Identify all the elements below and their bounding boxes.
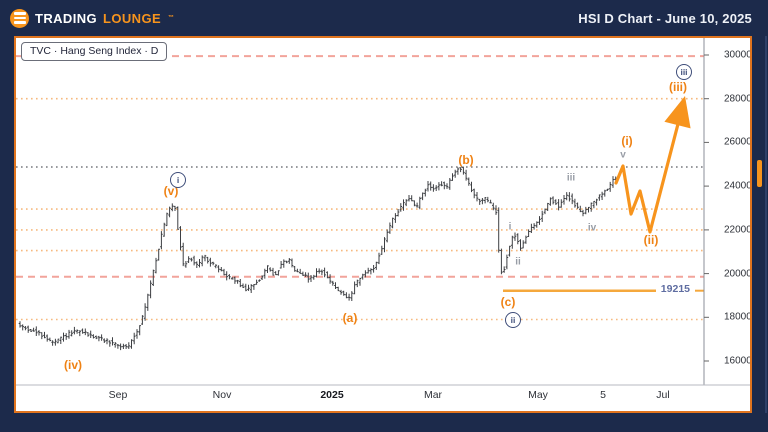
- price-axis[interactable]: [704, 38, 750, 385]
- tradinglounge-logo-icon: [10, 8, 29, 28]
- candlestick-series: [18, 166, 617, 351]
- chart-title: HSI D Chart - June 10, 2025: [578, 10, 752, 26]
- scrollbar-track: [765, 36, 767, 413]
- scrollbar-thumb[interactable]: [757, 160, 762, 187]
- tradinglounge-logo: TRADING LOUNGE ™: [10, 8, 175, 28]
- price-chart-canvas[interactable]: [16, 38, 750, 411]
- projection-zigzag: [614, 122, 680, 234]
- symbol-legend[interactable]: TVC · Hang Seng Index · D: [21, 42, 168, 61]
- chart-panel: 30000.0028000.0026000.0024000.0022000.00…: [14, 36, 752, 413]
- logo-trademark: ™: [168, 14, 175, 21]
- logo-text-trading: TRADING: [35, 10, 98, 26]
- time-axis[interactable]: [16, 387, 704, 411]
- symbol-legend-text: TVC · Hang Seng Index · D: [30, 45, 159, 57]
- header-bar: TRADING LOUNGE ™ HSI D Chart - June 10, 20…: [0, 0, 768, 36]
- logo-text-lounge: LOUNGE: [103, 10, 162, 26]
- projection-arrowhead: [664, 96, 691, 129]
